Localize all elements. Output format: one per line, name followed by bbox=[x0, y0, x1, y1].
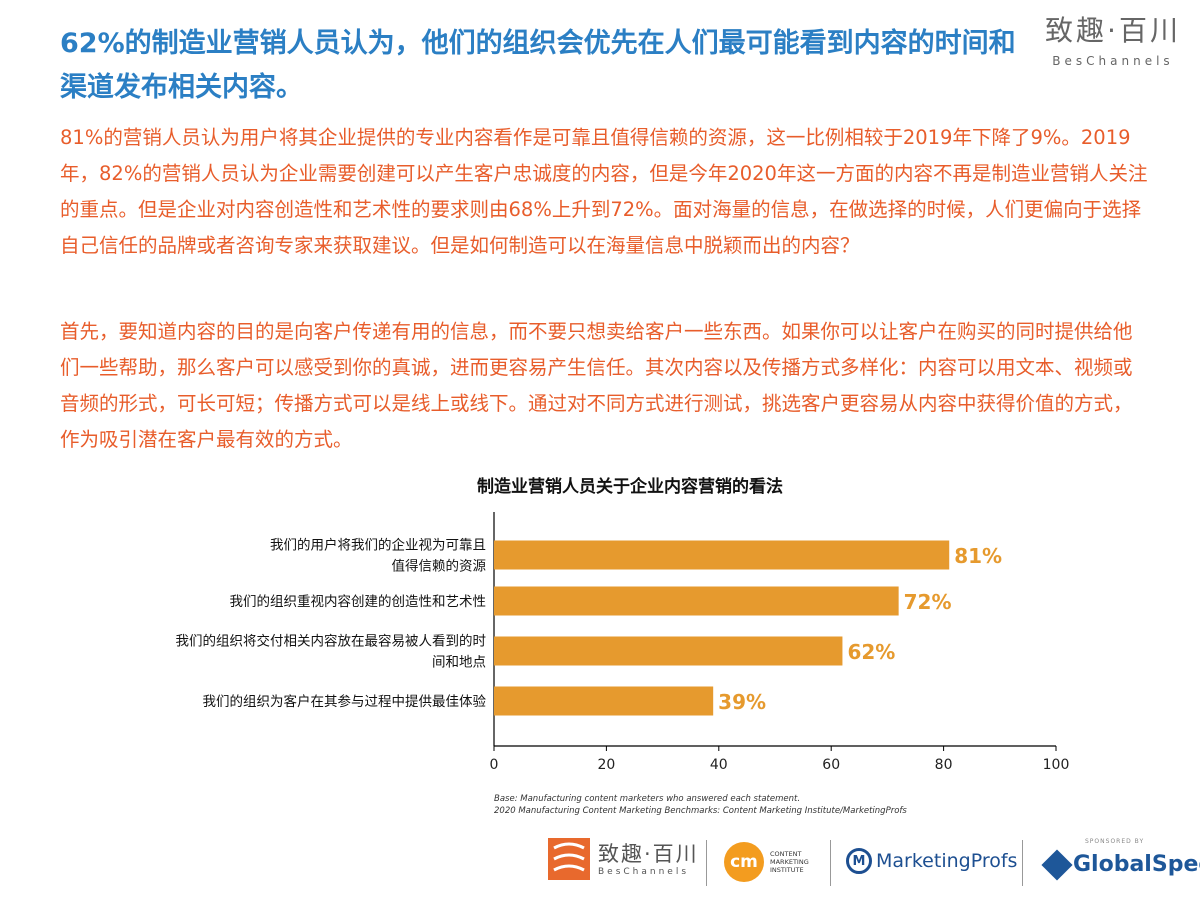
bar-value-label: 72% bbox=[904, 590, 952, 614]
chart-title: 制造业营销人员关于企业内容营销的看法 bbox=[477, 477, 783, 497]
category-label: 我们的组织为客户在其参与过程中提供最佳体验 bbox=[203, 693, 487, 710]
cmi-name: CONTENT MARKETING INSTITUTE bbox=[770, 850, 809, 874]
category-label: 我们的组织将交付相关内容放在最容易被人看到的时 bbox=[176, 633, 487, 650]
x-tick-label: 40 bbox=[710, 757, 728, 773]
x-tick-label: 80 bbox=[935, 757, 953, 773]
category-label: 值得信赖的资源 bbox=[392, 558, 487, 575]
sponsored-by-label: SPONSORED BY bbox=[1085, 838, 1145, 845]
marketingprofs-name: MarketingProfs bbox=[876, 850, 1018, 872]
bar bbox=[494, 636, 843, 666]
category-label: 我们的组织重视内容创建的创造性和艺术性 bbox=[230, 593, 487, 610]
category-label: 间和地点 bbox=[432, 655, 486, 671]
x-tick-label: 100 bbox=[1043, 757, 1070, 773]
globalspec-name: GlobalSpec bbox=[1073, 852, 1200, 877]
x-tick-label: 60 bbox=[822, 757, 840, 773]
chart-footnote: Base: Manufacturing content marketers wh… bbox=[494, 793, 907, 817]
footnote-base: Base: Manufacturing content marketers wh… bbox=[494, 794, 801, 804]
bar bbox=[494, 686, 714, 716]
cmi-logo: cm CONTENT MARKETING INSTITUTE bbox=[724, 842, 830, 882]
marketingprofs-mark-icon: M bbox=[846, 848, 872, 874]
marketingprofs-logo: M MarketingProfs bbox=[846, 848, 1017, 874]
page-title: 62%的制造业营销人员认为，他们的组织会优先在人们最可能看到内容的时间和渠道发布… bbox=[60, 28, 1016, 103]
logo-divider bbox=[1022, 840, 1023, 886]
globalspec-logo: GlobalSpec bbox=[1041, 848, 1200, 881]
bar-value-label: 81% bbox=[954, 544, 1002, 568]
beschannels-mark-icon bbox=[548, 838, 590, 880]
cmi-mark-icon: cm bbox=[724, 842, 764, 882]
brand-name-cn: 致趣·百川 bbox=[1045, 14, 1181, 47]
brand-name-en: BesChannels bbox=[1052, 54, 1174, 68]
x-tick-label: 20 bbox=[597, 757, 615, 773]
category-label: 我们的用户将我们的企业视为可靠且 bbox=[270, 537, 486, 554]
partner-logos: 致趣·百川 BesChannels cm CONTENT MARKETING I… bbox=[0, 828, 1200, 900]
beschannels-logo: 致趣·百川 BesChannels bbox=[548, 838, 699, 880]
logo-divider bbox=[830, 840, 831, 886]
body-paragraph-1: 81%的营销人员认为用户将其企业提供的专业内容看作是可靠且值得信赖的资源，这一比… bbox=[60, 126, 1148, 257]
logo-divider bbox=[706, 840, 707, 886]
bar bbox=[494, 586, 899, 616]
bar-value-label: 39% bbox=[718, 690, 766, 714]
beschannels-name-cn: 致趣·百川 bbox=[598, 842, 699, 866]
x-tick-label: 0 bbox=[490, 757, 499, 773]
brand-logo-top: 致趣·百川 BesChannels bbox=[1042, 10, 1184, 70]
bar bbox=[494, 540, 950, 570]
body-paragraph-2: 首先，要知道内容的目的是向客户传递有用的信息，而不要只想卖给客户一些东西。如果你… bbox=[60, 320, 1133, 451]
bar-value-label: 62% bbox=[847, 640, 895, 664]
beschannels-name-en: BesChannels bbox=[598, 867, 690, 877]
footnote-source: 2020 Manufacturing Content Marketing Ben… bbox=[494, 806, 907, 816]
globalspec-mark-icon bbox=[1041, 848, 1073, 881]
